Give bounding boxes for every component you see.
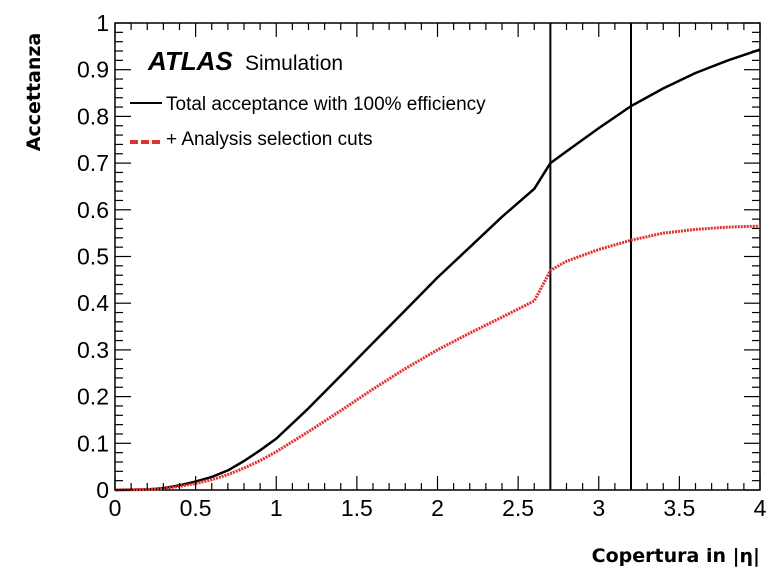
legend: ATLAS Simulation Total acceptance with 1… [130,46,486,150]
legend-label-analysis: + Analysis selection cuts [166,129,372,150]
x-tick-label: 3.5 [663,495,695,521]
y-tick-label: 0.6 [77,197,109,223]
y-tick-label: 0.2 [77,384,109,410]
y-tick-label: 0.7 [77,150,109,176]
y-tick-label: 0.5 [77,244,109,270]
atlas-label: ATLAS [147,46,233,76]
y-tick-label: 0 [96,477,109,503]
x-tick-label: 4 [754,495,767,521]
series-line-analysis-cuts [114,224,761,492]
x-axis-ticks [114,23,761,490]
coverage-markers [549,23,632,490]
y-tick-label: 0.9 [77,57,109,83]
y-tick-label: 1 [96,10,109,36]
y-tick-label: 0.1 [77,430,109,456]
x-tick-label: 3 [592,495,605,521]
x-tick-label: 0.5 [180,495,212,521]
x-tick-label: 2.5 [502,495,534,521]
y-axis-ticks [115,22,760,491]
y-axis-title: Accettanza [23,33,45,152]
legend-label-total: Total acceptance with 100% efficiency [166,94,486,115]
simulation-label: Simulation [245,52,343,75]
y-tick-label: 0.4 [77,290,109,316]
series-lines [114,48,761,492]
x-tick-label: 2 [431,495,444,521]
x-axis-tick-labels: 0 0.5 1 1.5 2 2.5 3 3.5 4 [109,495,767,521]
x-tick-label: 0 [109,495,122,521]
series-line-total-acceptance [114,48,761,492]
x-axis-title: Copertura in |η| [592,545,760,567]
y-tick-label: 0.3 [77,337,109,363]
x-tick-label: 1 [270,495,283,521]
x-tick-label: 1.5 [341,495,373,521]
y-axis-tick-labels: 0 0.1 0.2 0.3 0.4 0.5 0.6 0.7 0.8 0.9 1 [77,10,109,503]
y-tick-label: 0.8 [77,103,109,129]
